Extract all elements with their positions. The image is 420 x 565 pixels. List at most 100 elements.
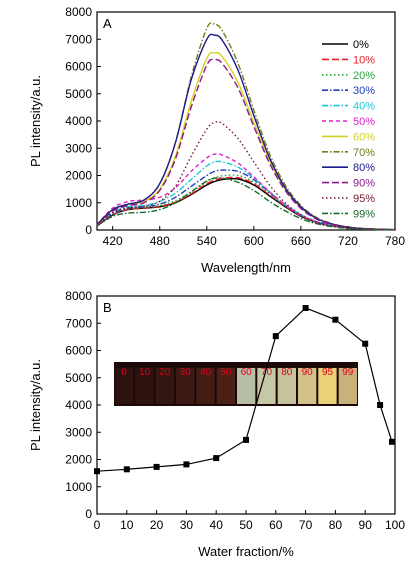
legend-entry: 99% xyxy=(353,208,375,220)
panel-a-x-tick-label: 600 xyxy=(244,234,264,248)
data-point xyxy=(153,463,160,470)
panel-b-x-tick-label: 60 xyxy=(269,518,283,532)
legend-entry: 95% xyxy=(353,193,375,205)
panel-a-x-tick-label: 660 xyxy=(291,234,311,248)
vial-label: 40 xyxy=(200,367,212,378)
data-point xyxy=(332,316,339,323)
panel-a-y-tick-label: 2000 xyxy=(65,169,92,183)
panel-b-x-tick-label: 20 xyxy=(150,518,164,532)
data-point xyxy=(94,468,100,475)
inset-photo-background xyxy=(114,362,358,406)
panel-a-y-tick-label: 7000 xyxy=(65,32,92,46)
data-point xyxy=(243,436,249,443)
vial xyxy=(277,368,296,404)
panel-b-y-tick-label: 0 xyxy=(85,507,92,521)
panel-b-y-tick-label: 6000 xyxy=(65,344,92,358)
panel-b-x-axis-title: Water fraction/% xyxy=(198,544,294,559)
vial xyxy=(257,368,276,404)
panel-a-y-tick-label: 6000 xyxy=(65,60,92,74)
legend-entry: 90% xyxy=(353,178,375,190)
legend-entry: 0% xyxy=(353,39,369,51)
data-point xyxy=(123,466,130,473)
series-line-90pct xyxy=(96,58,396,231)
panel-a-plot-frame xyxy=(96,11,396,231)
panel-b-x-tick-label: 90 xyxy=(359,518,373,532)
series-line-30pct xyxy=(96,169,396,231)
panel-b-y-tick-label: 5000 xyxy=(65,371,92,385)
panel-b-y-tick-label: 2000 xyxy=(65,453,92,467)
panel-b-y-tick-label: 8000 xyxy=(65,289,92,303)
vial-label: 50 xyxy=(220,367,232,378)
panel-b-x-tick-label: 100 xyxy=(385,518,405,532)
vial-label: 70 xyxy=(261,367,273,378)
panel-b-letter: B xyxy=(103,300,112,315)
vial-label: 0 xyxy=(121,367,127,378)
panel-b-series-group xyxy=(94,305,395,475)
panel-b-y-tick-label: 1000 xyxy=(65,480,92,494)
data-point xyxy=(183,461,190,468)
panel-b-x-tick-label: 50 xyxy=(239,518,253,532)
legend-entry: 50% xyxy=(353,116,375,128)
vial xyxy=(196,368,215,404)
vial xyxy=(216,368,235,404)
panel-b-x-tick-label: 40 xyxy=(210,518,224,532)
panel-b-y-tick-label: 4000 xyxy=(65,398,92,412)
vial xyxy=(176,368,195,404)
legend-entry: 40% xyxy=(353,101,375,113)
panel-a-y-tick-label: 1000 xyxy=(65,196,92,210)
vial xyxy=(135,368,154,404)
data-point xyxy=(302,305,309,311)
panel-a-x-tick-label: 780 xyxy=(385,234,405,248)
data-point xyxy=(272,333,279,340)
legend-entry: 80% xyxy=(353,162,375,174)
data-point xyxy=(213,455,220,462)
panel-b-x-tick-label: 10 xyxy=(120,518,134,532)
data-point xyxy=(377,402,384,408)
panel-a-x-tick-label: 420 xyxy=(103,234,123,248)
panel-a-x-tick-label: 720 xyxy=(338,234,358,248)
legend-entry: 10% xyxy=(353,54,375,66)
panel-a-y-tick-label: 8000 xyxy=(65,5,92,19)
series-line-80pct xyxy=(96,33,396,231)
series-line-95pct xyxy=(96,121,396,231)
panel-a-series-group xyxy=(96,22,396,231)
series-line-50pct xyxy=(96,153,396,231)
panel-b-x-tick-label: 30 xyxy=(180,518,194,532)
panel-a-x-tick-label: 480 xyxy=(150,234,170,248)
series-line-40pct xyxy=(96,160,396,231)
panel-a-y-tick-label: 5000 xyxy=(65,87,92,101)
vial xyxy=(115,368,134,404)
panel-b-y-tick-label: 7000 xyxy=(65,316,92,330)
panel-a-x-tick-label: 540 xyxy=(197,234,217,248)
panel-a: 420 480 540 600 660 720 780 0 1000 2000 3000 4000 50… xyxy=(28,5,405,275)
vial-label: 60 xyxy=(241,367,253,378)
panel-a-ticks: 420 480 540 600 660 720 780 0 1000 2000 3000 4000 50… xyxy=(65,5,405,248)
panel-b-y-tick-label: 3000 xyxy=(65,425,92,439)
panel-a-y-tick-label: 0 xyxy=(85,223,92,237)
panel-a-y-axis-title: PL intensity/a.u. xyxy=(28,75,43,167)
vial xyxy=(237,368,256,404)
legend-entry: 20% xyxy=(353,70,375,82)
legend-entry: 70% xyxy=(353,147,375,159)
vial-label: 10 xyxy=(139,367,151,378)
vial-label: 20 xyxy=(159,367,171,378)
vial-label: 80 xyxy=(281,367,293,378)
panel-a-y-tick-label: 4000 xyxy=(65,114,92,128)
panel-a-y-tick-label: 3000 xyxy=(65,141,92,155)
vial xyxy=(318,368,337,404)
inset-photo: 0 10 20 30 40 50 60 70 80 90 95 99 xyxy=(114,362,358,406)
vial xyxy=(298,368,317,404)
panel-a-letter: A xyxy=(103,16,112,31)
vial-label: 90 xyxy=(302,367,314,378)
panel-a-legend: 0% 10% 20% 30% 40% 50% 60% 70% 80% 90% 95% 99% xyxy=(322,39,375,220)
panel-b-y-axis-title: PL intensity/a.u. xyxy=(28,359,43,451)
series-line-99pct xyxy=(96,177,396,231)
data-point xyxy=(389,438,395,445)
series-line-70pct xyxy=(96,22,396,231)
data-point xyxy=(362,340,369,347)
panel-a-x-axis-title: Wavelength/nm xyxy=(201,260,291,275)
vial-label: 30 xyxy=(180,367,192,378)
vial-label: 99 xyxy=(342,367,354,378)
vial xyxy=(155,368,174,404)
